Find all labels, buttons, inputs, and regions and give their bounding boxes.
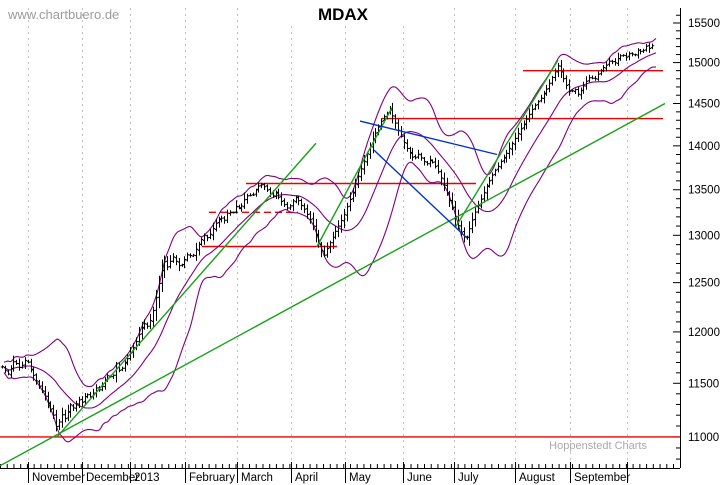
month-label: June [407,472,432,484]
credit-label: Hoppenstedt Charts [549,440,647,452]
month-label: February [189,472,235,484]
trendline-long-uptrend [0,102,666,467]
watermark-label: www.chartbuero.de [8,7,120,22]
price-label: 13000 [688,230,720,242]
price-label: 15000 [688,58,720,70]
month-label: April [295,472,318,484]
price-label: 12000 [688,327,720,339]
bollinger-bands [3,38,657,443]
support-resistance-lines [0,69,680,438]
trendline-downtrend-blue [373,149,468,239]
trendline-wedge-upper-blue [359,120,498,156]
trendline-steep-uptrend-april [316,107,393,247]
price-label: 14500 [688,98,720,110]
trendline-steep-uptrend-june [454,59,559,229]
month-label: December [86,472,139,484]
price-label: 15500 [688,18,720,30]
month-label: July [458,472,479,484]
lower-band [3,66,657,443]
month-label: March [241,472,273,484]
month-label: November [32,472,85,484]
month-label: September [574,472,630,484]
month-label: 2013 [134,472,160,484]
middle-band [3,52,657,409]
month-gridlines [28,8,628,462]
price-label: 11500 [688,378,719,390]
month-label: May [349,472,371,484]
upper-band [3,38,657,388]
candlesticks [0,42,655,432]
page-title: MDAX [258,5,428,25]
price-label: 14000 [688,141,720,153]
trend-lines [0,59,666,467]
price-label: 12500 [688,278,720,290]
trendline-steep-uptrend-nov [56,142,317,438]
price-label: 13500 [688,185,720,197]
month-label: August [519,472,556,484]
price-label: 11000 [688,432,719,444]
